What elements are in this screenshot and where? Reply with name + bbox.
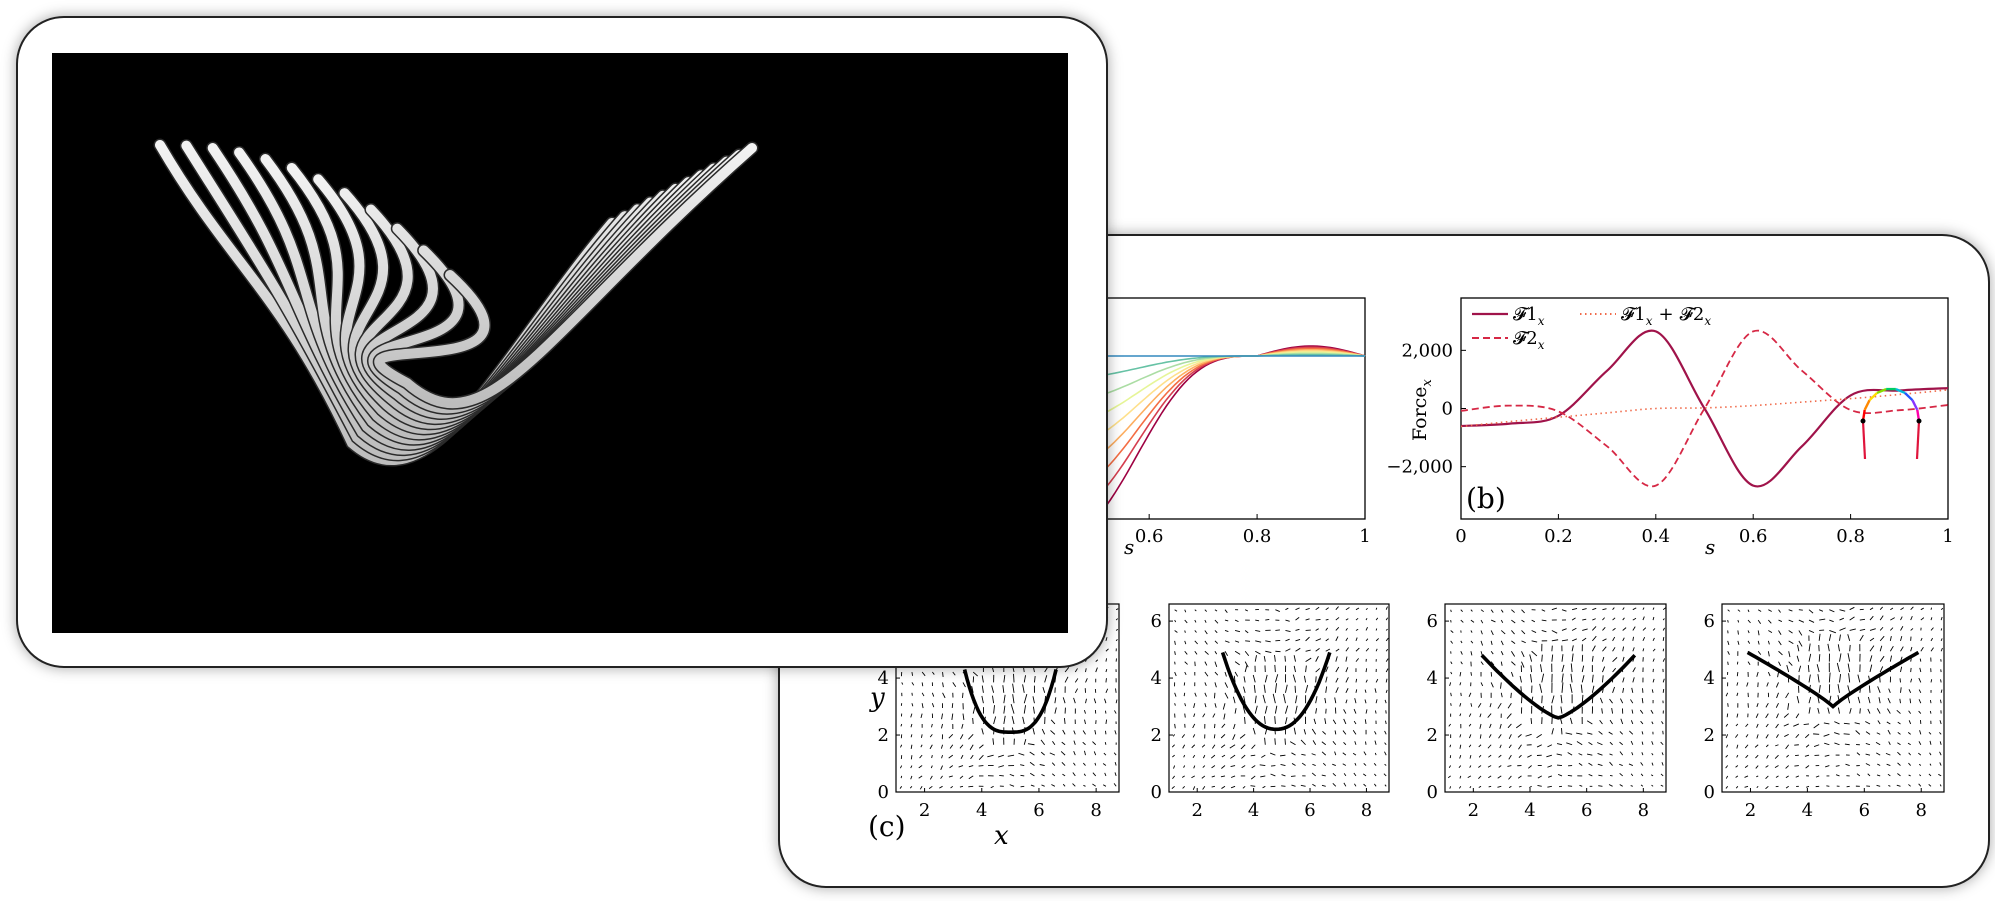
- panel-a-curve: [1105, 354, 1366, 376]
- filament-strand: [374, 143, 757, 408]
- panel-c-ytick-label: 4: [1151, 668, 1162, 689]
- panel-c-ytick-label: 0: [1151, 782, 1162, 803]
- panel-c-ytick-label: 2: [1151, 725, 1162, 746]
- panel-a-curve: [1105, 345, 1366, 507]
- filament-photo: [52, 53, 1068, 633]
- quiver-plot-frame: [1168, 603, 1390, 793]
- panel-b-label: (b): [1466, 482, 1506, 515]
- panel-c-xtick-label: 6: [1581, 800, 1592, 821]
- panel-a-tick-label: 0.8: [1243, 526, 1272, 547]
- panel-c-ytick-label: 2: [1704, 725, 1715, 746]
- panel-c-xtick-label: 4: [1802, 800, 1813, 821]
- panel-c-ytick-label: 4: [1704, 668, 1715, 689]
- panel-c-ytick-label: 0: [878, 782, 889, 803]
- panel-c-xtick-label: 4: [1524, 800, 1535, 821]
- panel-c-ylabel: y: [869, 683, 885, 713]
- panel-c-xtick-label: 8: [1090, 800, 1101, 821]
- panel-b-xtick-label: 1: [1942, 526, 1953, 547]
- panel-a-tick-label: 1: [1359, 526, 1370, 547]
- panel-c-ytick-label: 2: [878, 725, 889, 746]
- panel-b-curves: [1460, 329, 1949, 488]
- panel-a-curve: [1105, 346, 1366, 488]
- panel-c-xtick-label: 8: [1916, 800, 1927, 821]
- filament-strands-image: [153, 138, 759, 467]
- panel-a-plot: 0.6 0.8 1 s: [1105, 297, 1371, 559]
- panel-b-ytick-label: 2,000: [1401, 340, 1453, 361]
- panel-c-xtick-label: 6: [1859, 800, 1870, 821]
- quiver-plot-frame: [1444, 603, 1667, 793]
- panel-c-ytick-label: 0: [1704, 782, 1715, 803]
- panel-b-xtick-label: 0: [1455, 526, 1466, 547]
- filament-curve: [1480, 654, 1637, 720]
- panel-b-series-line: [1460, 329, 1949, 488]
- panel-b-xtick-label: 0.6: [1739, 526, 1768, 547]
- panel-c-xtick-label: 8: [1638, 800, 1649, 821]
- panel-b-inset-arch: [1860, 387, 1922, 460]
- panel-b-ytick-label: −2,000: [1386, 457, 1453, 478]
- panel-b-ytick-label: 0: [1442, 399, 1453, 420]
- panel-c-xlabel: x: [994, 821, 1009, 851]
- panel-c-xtick-label: 2: [1745, 800, 1756, 821]
- panel-b-series-line: [1460, 329, 1949, 488]
- panel-c-label: (c): [868, 810, 906, 843]
- panel-b-xlabel: s: [1705, 535, 1715, 559]
- panel-b-xtick-label: 0.2: [1544, 526, 1573, 547]
- filament-curve: [1220, 651, 1332, 732]
- quiver-plot-frame: [1721, 603, 1945, 793]
- legend-entry-f2: 𝓕2x: [1513, 328, 1545, 352]
- panel-a-curves: [1105, 345, 1366, 507]
- panel-c-ytick-label: 6: [1427, 611, 1438, 632]
- panel-b-xtick-label: 0.4: [1641, 526, 1670, 547]
- panel-b-series-line: [1460, 389, 1949, 428]
- panel-c-xtick-label: 2: [1191, 800, 1202, 821]
- panel-a-curve: [1105, 351, 1366, 414]
- panel-c-xtick-label: 8: [1361, 800, 1372, 821]
- panel-c-xtick-label: 4: [1248, 800, 1259, 821]
- photo-card: [16, 16, 1108, 668]
- panel-b-legend: 𝓕1x 𝓕2x 𝓕1x + 𝓕2x: [1472, 304, 1711, 352]
- legend-entry-f1: 𝓕1x: [1513, 304, 1545, 328]
- panel-c-ytick-label: 0: [1427, 782, 1438, 803]
- legend-entry-sum: 𝓕1x + 𝓕2x: [1621, 304, 1711, 328]
- panel-c-ytick-label: 4: [1427, 668, 1438, 689]
- panel-a-tick-label: 0.6: [1135, 526, 1164, 547]
- panel-c-ytick-label: 6: [1704, 611, 1715, 632]
- panel-c-xtick-label: 6: [1304, 800, 1315, 821]
- panel-c-ytick-label: 2: [1427, 725, 1438, 746]
- filament-curve: [1746, 650, 1920, 709]
- filament-curve: [962, 669, 1058, 734]
- panel-c-ytick-label: 4: [878, 668, 889, 689]
- panel-c-xtick-label: 4: [976, 800, 987, 821]
- panel-c-ytick-label: 6: [1151, 611, 1162, 632]
- panel-c-xtick-label: 2: [919, 800, 930, 821]
- panel-b-ylabel: Forcex: [1409, 378, 1435, 441]
- panel-a-xlabel: s: [1124, 535, 1134, 559]
- panel-c-xtick-label: 2: [1468, 800, 1479, 821]
- panel-c-xtick-label: 6: [1033, 800, 1044, 821]
- panel-b-xtick-label: 0.8: [1836, 526, 1865, 547]
